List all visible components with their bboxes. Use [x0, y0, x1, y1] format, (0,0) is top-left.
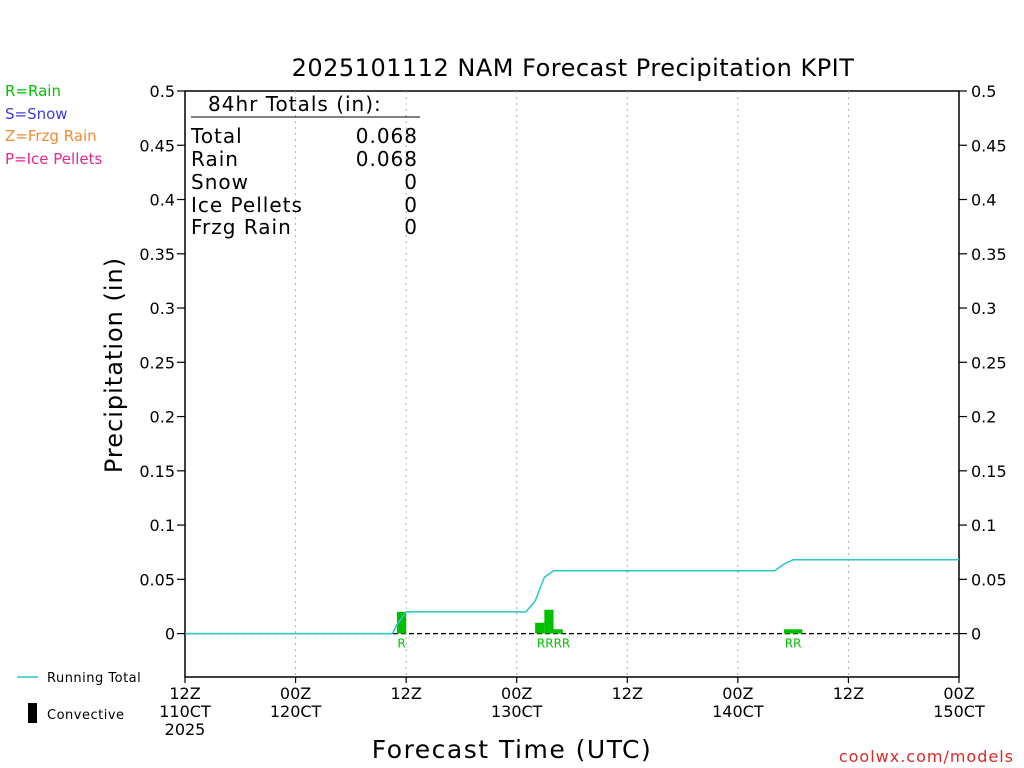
totals-label-frzg-rain: Frzg Rain: [191, 215, 292, 239]
y-tick-label-right: 0.2: [971, 408, 996, 427]
totals-label-snow: Snow: [191, 170, 249, 194]
legend-snow: S=Snow: [5, 105, 68, 123]
y-axis-left: 0 0.05 0.1 0.15 0.2 0.25 0.3 0.35 0.4 0.45 0.5: [139, 82, 185, 644]
x-tick-label: 00Z: [722, 684, 753, 703]
x-tick-label: 12Z: [169, 684, 200, 703]
x-tick-label: 130CT: [491, 702, 543, 721]
y-tick-label-right: 0.25: [971, 353, 1007, 372]
precip-type-label: RRRR: [537, 637, 570, 651]
totals-value-ice-pellets: 0: [404, 193, 418, 217]
y-tick-label-left: 0.05: [139, 570, 175, 589]
precip-bar: [396, 611, 407, 634]
y-tick-label-left: 0.1: [150, 516, 175, 535]
y-axis-right: 0 0.05 0.1 0.15 0.2 0.25 0.3 0.35 0.4 0.45 0.5: [959, 82, 1007, 644]
totals-value-total: 0.068: [356, 124, 418, 148]
convective-legend-swatch: [28, 703, 37, 723]
totals-box: 84hr Totals (in): Total 0.068 Rain 0.068…: [190, 92, 420, 239]
running-total-line: [185, 559, 959, 635]
x-tick-label: 150CT: [933, 702, 985, 721]
totals-value-rain: 0.068: [356, 147, 418, 171]
y-tick-label-left: 0.4: [150, 191, 175, 210]
totals-value-snow: 0: [404, 170, 418, 194]
x-tick-label: 12Z: [833, 684, 864, 703]
x-tick-label: 110CT: [159, 702, 211, 721]
precip-type-label: RR: [785, 637, 802, 651]
y-tick-label-left: 0.25: [139, 353, 175, 372]
legend-frzg-rain: Z=Frzg Rain: [5, 127, 97, 145]
chart-title: 2025101112 NAM Forecast Precipitation KP…: [292, 54, 855, 82]
running-total-legend-label: Running Total: [47, 671, 141, 686]
y-tick-label-right: 0.15: [971, 462, 1007, 481]
y-tick-label-right: 0.3: [971, 299, 996, 318]
totals-label-total: Total: [190, 124, 243, 148]
precip-bars: [396, 609, 803, 634]
x-tick-label: 00Z: [943, 684, 974, 703]
y-tick-label-left: 0.15: [139, 462, 175, 481]
legend-ice-pellets: P=Ice Pellets: [5, 150, 102, 168]
y-tick-label-right: 0: [971, 625, 981, 644]
footer-credit: coolwx.com/models: [839, 747, 1014, 766]
y-tick-label-right: 0.4: [971, 191, 996, 210]
y-tick-label-right: 0.05: [971, 570, 1007, 589]
x-tick-label: 12Z: [390, 684, 421, 703]
y-tick-label-right: 0.5: [971, 82, 996, 101]
convective-legend-label: Convective: [47, 708, 125, 723]
totals-value-frzg-rain: 0: [404, 215, 418, 239]
y-tick-label-right: 0.45: [971, 136, 1007, 155]
precip-bar: [783, 629, 794, 634]
y-tick-label-left: 0.45: [139, 136, 175, 155]
vertical-gridlines: [295, 91, 849, 677]
y-tick-label-left: 0.5: [150, 82, 175, 101]
x-tick-label: 140CT: [712, 702, 764, 721]
y-tick-label-left: 0.35: [139, 245, 175, 264]
precip-bar: [793, 629, 803, 634]
plot-frame: [184, 90, 960, 678]
x-tick-label: 120CT: [270, 702, 322, 721]
y-tick-label-left: 0: [165, 625, 175, 644]
legend-rain: R=Rain: [5, 82, 61, 100]
precip-bar: [544, 609, 554, 634]
totals-label-ice-pellets: Ice Pellets: [191, 193, 303, 217]
y-tick-label-right: 0.35: [971, 245, 1007, 264]
x-axis-label: Forecast Time (UTC): [372, 735, 652, 764]
y-tick-label-left: 0.3: [150, 299, 175, 318]
precip-bar: [553, 629, 563, 634]
y-tick-label-left: 0.2: [150, 408, 175, 427]
precip-bar: [535, 622, 545, 634]
totals-header: 84hr Totals (in):: [208, 92, 382, 116]
y-axis-label: Precipitation (in): [100, 257, 128, 473]
totals-label-rain: Rain: [191, 147, 239, 171]
x-tick-label: 2025: [165, 720, 206, 739]
x-tick-label: 00Z: [280, 684, 311, 703]
precip-type-labels: R RRRR RR: [397, 637, 801, 651]
x-tick-label: 00Z: [501, 684, 532, 703]
precip-type-label: R: [397, 637, 405, 651]
y-tick-label-right: 0.1: [971, 516, 996, 535]
x-tick-label: 12Z: [612, 684, 643, 703]
